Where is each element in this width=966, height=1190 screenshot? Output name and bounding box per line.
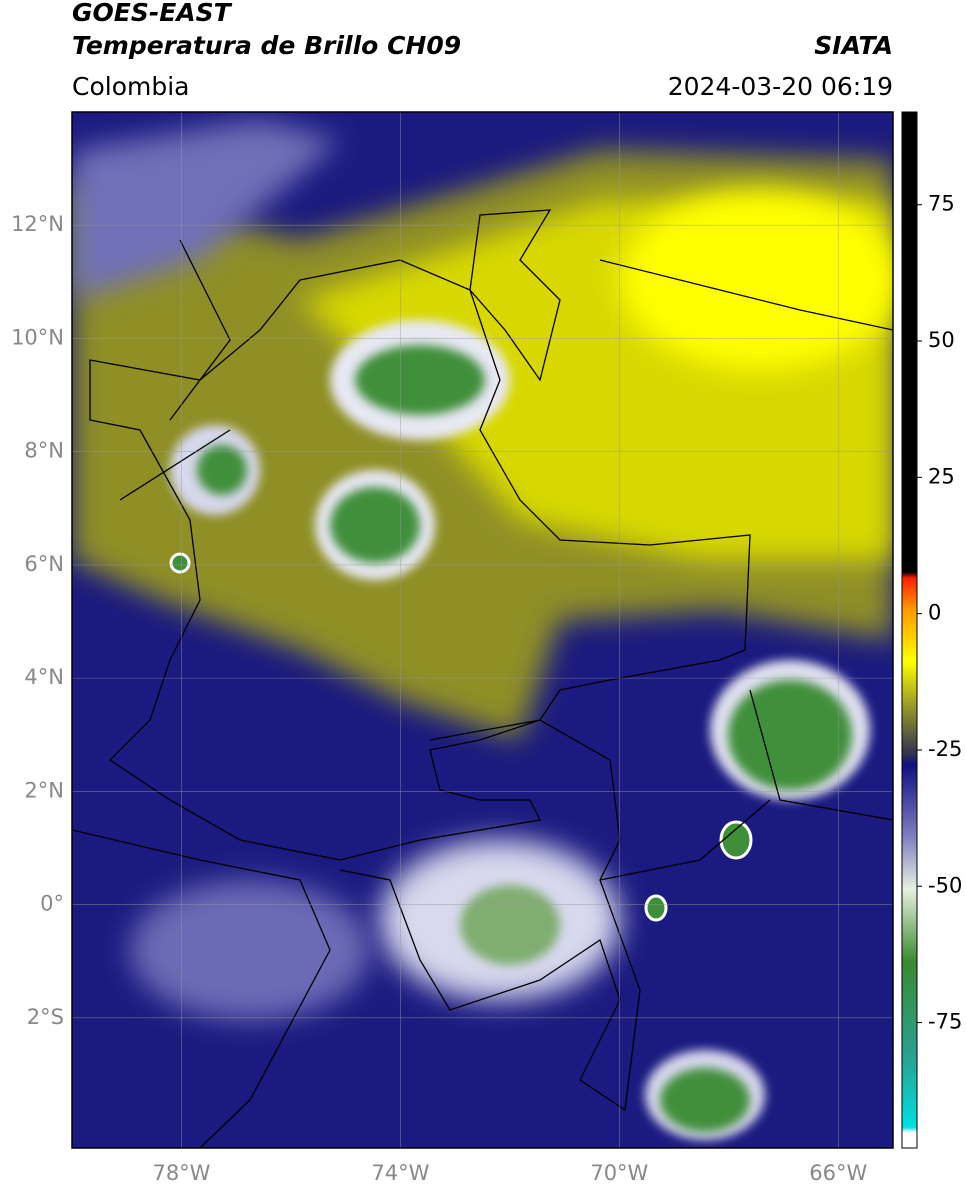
colorbar-tick-label: 75 <box>928 192 955 216</box>
subtitle: Temperatura de Brillo CH09 <box>72 31 462 60</box>
lat-tick-label: 12°N <box>11 212 64 236</box>
lon-tick-label: 74°W <box>371 1161 429 1185</box>
lat-tick-label: 6°N <box>24 552 64 576</box>
lon-tick-label: 70°W <box>590 1161 648 1185</box>
colorbar-tick-label: 25 <box>928 464 955 488</box>
lat-tick-label: 10°N <box>11 325 64 349</box>
colorbar-tick-label: 50 <box>928 328 955 352</box>
lat-tick-label: 2°S <box>27 1005 64 1029</box>
datetime: 2024-03-20 06:19 <box>667 72 893 101</box>
colorbar-tick-label: -50 <box>928 873 962 897</box>
colorbar <box>901 111 918 1149</box>
source: SIATA <box>814 31 893 60</box>
colorbar-tick-label: -25 <box>928 737 962 761</box>
lat-tick-label: 4°N <box>24 665 64 689</box>
map-frame <box>71 111 894 1149</box>
lon-tick-label: 78°W <box>152 1161 210 1185</box>
colorbar-tick-label: 0 <box>928 601 941 625</box>
colorbar-tick-label: -75 <box>928 1010 962 1034</box>
region: Colombia <box>72 72 190 101</box>
satellite-image <box>72 112 893 1148</box>
title: GOES-EAST <box>72 0 231 27</box>
lat-tick-label: 2°N <box>24 778 64 802</box>
lat-tick-label: 8°N <box>24 439 64 463</box>
lat-tick-label: 0° <box>40 892 64 916</box>
lon-tick-label: 66°W <box>809 1161 867 1185</box>
